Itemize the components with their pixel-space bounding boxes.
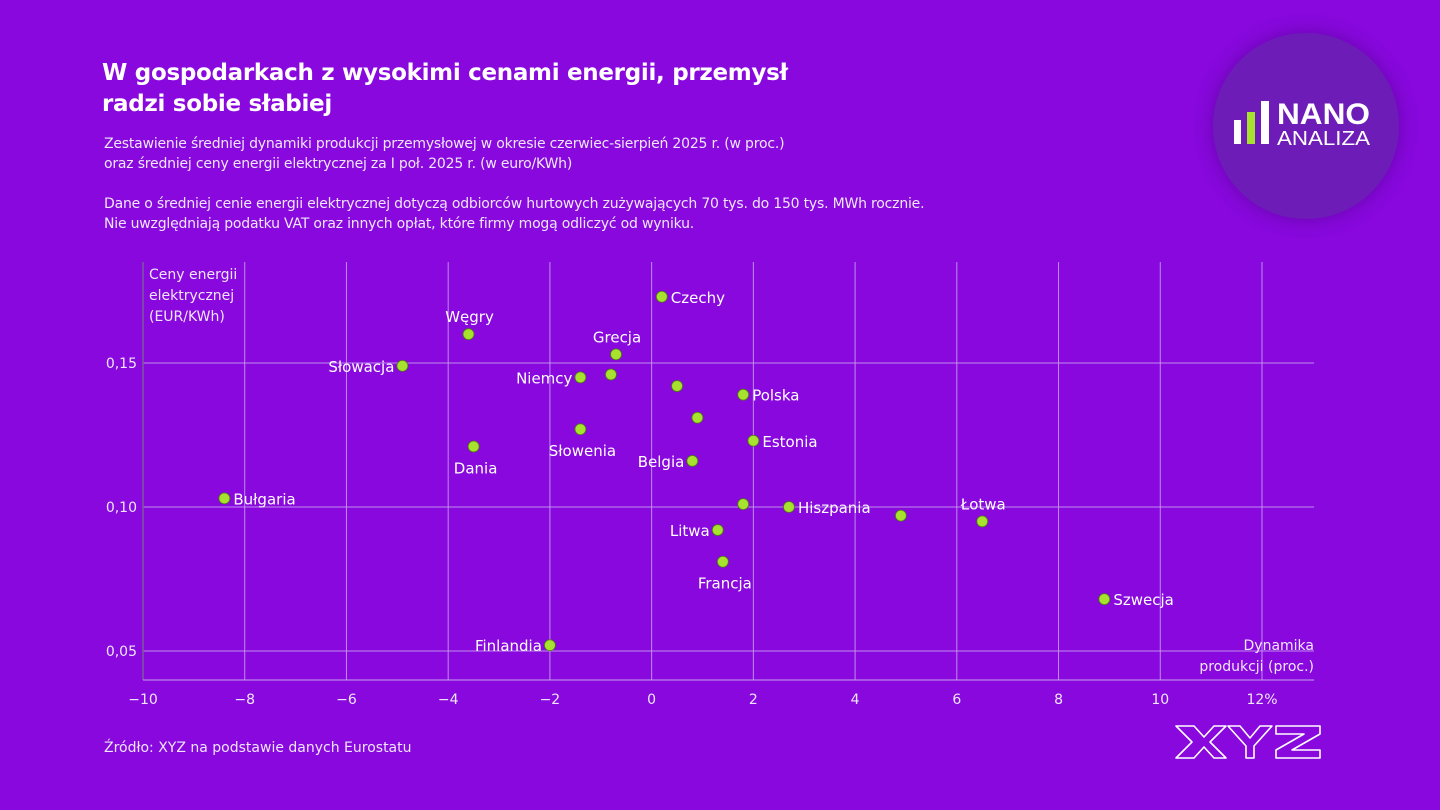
note-line-2: Nie uwzględniają podatku VAT oraz innych… bbox=[104, 216, 695, 232]
data-point-label: Węgry bbox=[445, 308, 494, 326]
data-point bbox=[976, 515, 989, 528]
y-tick-label: 0,15 bbox=[106, 356, 137, 372]
data-point-label: Bułgaria bbox=[233, 490, 295, 508]
data-point-label: Estonia bbox=[762, 433, 817, 451]
data-point bbox=[218, 492, 231, 505]
x-tick-label: 6 bbox=[952, 692, 961, 708]
data-point-label: Francja bbox=[698, 575, 752, 593]
data-point bbox=[691, 411, 704, 424]
data-point bbox=[574, 371, 587, 384]
subtitle-line-1: Zestawienie średniej dynamiki produkcji … bbox=[104, 136, 785, 152]
note-line-1: Dane o średniej cenie energii elektryczn… bbox=[104, 196, 925, 212]
tick-labels: −10 −8 −6 −4 −2 0 2 4 6 8 10 12% 0,05 0,10 0,15 bbox=[106, 356, 1278, 708]
axis-titles: Ceny energii elektrycznej (EUR/KWh) Dynamik… bbox=[149, 267, 1314, 675]
data-point-label: Słowacja bbox=[328, 358, 394, 376]
y-axis-title-line: elektrycznej bbox=[149, 288, 234, 304]
data-point bbox=[610, 348, 622, 361]
data-point bbox=[671, 380, 683, 392]
data-point-label: Łotwa bbox=[960, 495, 1006, 513]
grid-lines bbox=[143, 262, 1314, 680]
data-point bbox=[1098, 593, 1111, 606]
logo-bar-3 bbox=[1261, 101, 1269, 144]
subtitle-line-2: oraz średniej ceny energii elektrycznej … bbox=[104, 156, 573, 172]
data-point bbox=[467, 440, 480, 453]
data-point bbox=[544, 639, 556, 652]
logo-text-nano: NANO bbox=[1277, 98, 1370, 131]
data-point bbox=[894, 509, 907, 522]
data-point bbox=[716, 555, 729, 568]
data-point-label: Belgia bbox=[638, 453, 685, 471]
data-points: Czechy Węgry Grecja Słowacja Niemcy Polska Sło… bbox=[218, 289, 1174, 655]
logo-bar-accent bbox=[1247, 112, 1255, 144]
xyz-brand-logo bbox=[1175, 725, 1321, 759]
data-point-label: Słowenia bbox=[549, 442, 616, 460]
data-point bbox=[686, 455, 699, 467]
x-axis-title-line: produkcji (proc.) bbox=[1199, 659, 1314, 675]
logo-bar-1 bbox=[1234, 120, 1241, 144]
data-point-label: Polska bbox=[752, 387, 799, 405]
x-tick-label: −6 bbox=[336, 692, 357, 708]
data-point-label: Hiszpania bbox=[798, 499, 871, 517]
data-point-label: Dania bbox=[454, 460, 498, 478]
x-tick-label: −4 bbox=[438, 692, 459, 708]
data-point-label: Czechy bbox=[671, 289, 725, 307]
axes bbox=[142, 262, 1314, 681]
x-tick-label: −2 bbox=[540, 692, 561, 708]
data-point bbox=[605, 368, 617, 381]
title-line-1: W gospodarkach z wysokimi cenami energii… bbox=[102, 60, 788, 86]
data-point bbox=[747, 434, 760, 447]
data-point-label: Grecja bbox=[593, 328, 641, 346]
x-tick-label: 10 bbox=[1151, 692, 1169, 708]
x-tick-label: −8 bbox=[234, 692, 255, 708]
x-tick-label: 2 bbox=[749, 692, 758, 708]
title-line-2: radzi sobie słabiej bbox=[102, 91, 332, 117]
x-tick-label: 8 bbox=[1054, 692, 1063, 708]
nano-analiza-logo: NANO ANALIZA bbox=[1213, 33, 1399, 219]
data-point bbox=[462, 328, 475, 341]
y-axis-title-line: (EUR/KWh) bbox=[149, 309, 225, 325]
data-point-label: Finlandia bbox=[475, 637, 542, 655]
logo-graphic: NANO ANALIZA bbox=[1234, 98, 1371, 150]
x-tick-label: 0 bbox=[647, 692, 656, 708]
x-tick-label: 12% bbox=[1246, 692, 1277, 708]
chart-subtitle: Zestawienie średniej dynamiki produkcji … bbox=[104, 134, 785, 174]
data-point-label: Niemcy bbox=[516, 369, 572, 387]
y-tick-label: 0,10 bbox=[106, 500, 137, 516]
data-point bbox=[574, 423, 587, 436]
data-point bbox=[711, 524, 724, 536]
data-point bbox=[737, 388, 750, 401]
data-point-label: Szwecja bbox=[1113, 591, 1174, 609]
logo-text-analiza: ANALIZA bbox=[1277, 128, 1371, 150]
y-tick-label: 0,05 bbox=[106, 644, 137, 660]
source-note: Źródło: XYZ na podstawie danych Eurostat… bbox=[104, 740, 412, 756]
x-tick-label: 4 bbox=[851, 692, 860, 708]
x-axis-title-line: Dynamika bbox=[1244, 638, 1315, 654]
chart-note: Dane o średniej cenie energii elektryczn… bbox=[104, 194, 925, 234]
chart-title: W gospodarkach z wysokimi cenami energii… bbox=[102, 58, 822, 120]
data-point bbox=[783, 501, 795, 513]
y-axis-title-line: Ceny energii bbox=[149, 267, 237, 283]
data-point bbox=[396, 359, 409, 372]
x-tick-label: −10 bbox=[128, 692, 158, 708]
data-point-label: Litwa bbox=[670, 522, 710, 540]
data-point bbox=[737, 498, 750, 511]
data-point bbox=[655, 290, 668, 303]
